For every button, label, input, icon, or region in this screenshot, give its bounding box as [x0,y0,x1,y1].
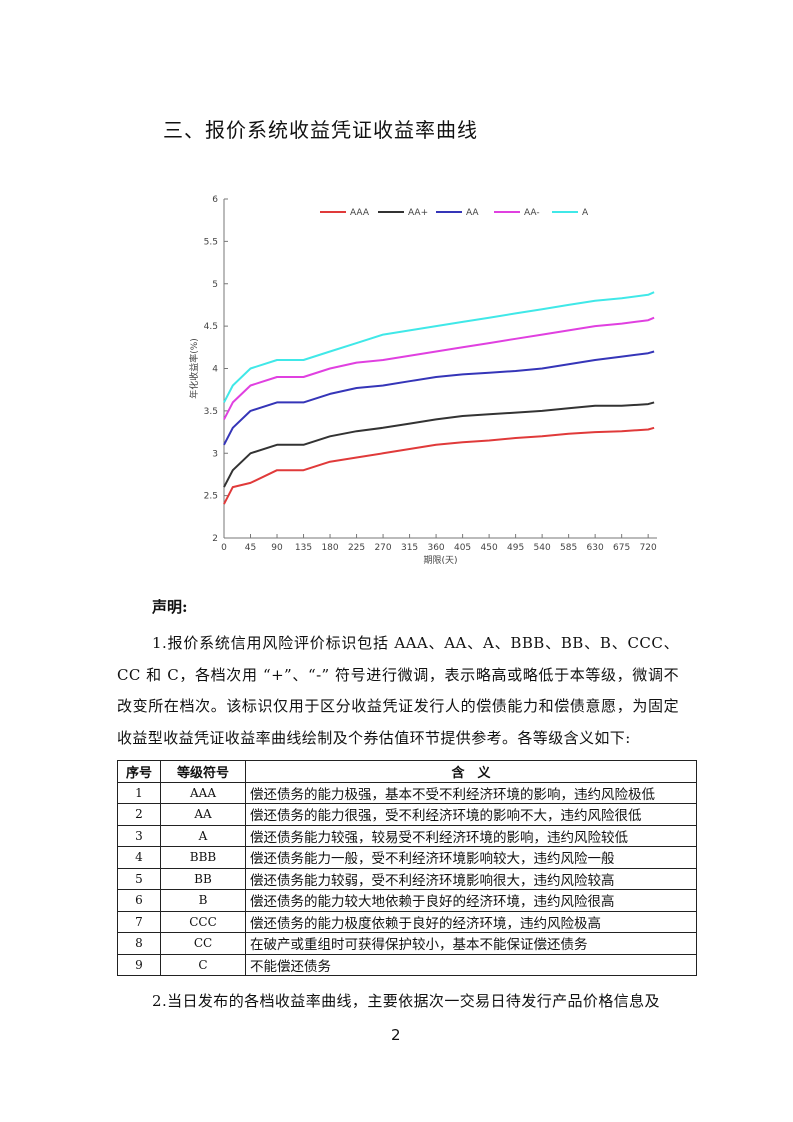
legend-label: AA [466,208,479,218]
table-row: 6 B 偿还债务的能力较大地依赖于良好的经济环境，违约风险很高 [117,889,697,912]
table-cell: 偿还债务的能力极强，基本不受不利经济环境的影响，违约风险极低 [245,781,697,804]
x-tick-label: 180 [321,543,338,553]
table-cell: BBB [160,846,246,869]
header-cell: 等级符号 [160,760,246,783]
x-tick-label: 225 [348,543,365,553]
x-tick-label: 675 [613,543,630,553]
x-tick-label: 630 [587,543,604,553]
x-tick-label: 270 [374,543,391,553]
declaration-title: 声明: [152,598,188,616]
table-cell: CC [160,932,246,955]
page-number: 2 [391,1026,401,1044]
y-tick-label: 2 [212,534,218,544]
table-cell: 偿还债务能力一般，受不利经济环境影响较大，违约风险一般 [245,846,697,869]
table-body: 1 AAA 偿还债务的能力极强，基本不受不利经济环境的影响，违约风险极低 2 AA 偿还债… [117,781,697,976]
table-row: 9 C 不能偿还债务 [117,953,697,976]
x-tick-label: 585 [560,543,577,553]
table-row: 8 CC 在破产或重组时可获得保护较小，基本不能保证偿还债务 [117,932,697,955]
table-cell: A [160,824,246,847]
x-tick-label: 0 [221,543,227,553]
y-tick-label: 3.5 [204,407,218,417]
table-cell: 8 [117,932,161,955]
legend-label: AA- [524,208,540,218]
x-tick-label: 720 [640,543,657,553]
y-tick-label: 5.5 [204,237,218,247]
x-axis-label: 期限(天) [423,555,457,566]
x-tick-label: 360 [427,543,444,553]
series-line [223,291,655,403]
table-row: 5 BB 偿还债务能力较弱，受不利经济环境影响很大，违约风险较高 [117,867,697,890]
header-cell: 序号 [117,760,161,783]
table-cell: 偿还债务的能力较大地依赖于良好的经济环境，违约风险很高 [245,889,697,912]
y-tick-label: 6 [212,195,218,205]
table-cell: 7 [117,910,161,933]
x-tick-label: 540 [534,543,551,553]
series-line [223,401,655,488]
table-cell: AAA [160,781,246,804]
table-cell: BB [160,867,246,890]
rating-table: 序号 等级符号含 义 1 AAA 偿还债务的能力极强，基本不受不利经济环境的影响，违约… [117,760,697,976]
x-tick-label: 405 [454,543,471,553]
table-row: 2 AA 偿还债务的能力很强，受不利经济环境的影响不大，违约风险很低 [117,803,697,826]
legend-label: A [582,208,589,218]
x-tick-label: 450 [481,543,498,553]
table-row: 4 BBB 偿还债务能力一般，受不利经济环境影响较大，违约风险一般 [117,846,697,869]
table-cell: 4 [117,846,161,869]
table-row: 1 AAA 偿还债务的能力极强，基本不受不利经济环境的影响，违约风险极低 [117,781,697,804]
y-tick-label: 4.5 [204,322,218,332]
y-tick-label: 2.5 [204,492,218,502]
x-tick-label: 135 [295,543,312,553]
paragraph: 2.当日发布的各档收益率曲线，主要依据次一交易日待发行产品价格信息及 [152,992,660,1010]
heading: 三、报价系统收益凭证收益率曲线 [163,118,478,142]
x-tick-label: 90 [271,543,283,553]
series-line [223,350,655,446]
table-cell: B [160,889,246,912]
table-cell: 9 [117,953,161,976]
y-tick-label: 3 [212,449,218,459]
x-tick-label: 315 [401,543,418,553]
chart: 2 2.5 3 3.5 4 4.5 5 5.5 6 0 45 90 135 180 225 270 315 360… [188,195,657,566]
table-cell: C [160,953,246,976]
series-line [223,426,655,505]
y-tick-label: 4 [212,365,218,375]
table-cell: 偿还债务能力较弱，受不利经济环境影响很大，违约风险较高 [245,867,697,890]
table-cell: 6 [117,889,161,912]
table-cell: 1 [117,781,161,804]
table-cell: AA [160,803,246,826]
table-cell: CCC [160,910,246,933]
series-line [223,316,655,420]
table-cell: 偿还债务的能力极度依赖于良好的经济环境，违约风险极高 [245,910,697,933]
header-cell: 含 义 [245,760,697,783]
x-tick-label: 45 [245,543,256,553]
y-axis-label: 年化收益率(%) [188,338,200,399]
paragraph: 1.报价系统信用风险评价标识包括 AAA、AA、A、BBB、BB、B、CCC、C… [117,634,679,747]
y-tick-label: 5 [212,280,218,290]
table-cell: 偿还债务能力较强，较易受不利经济环境的影响，违约风险较低 [245,824,697,847]
table-row: 7 CCC 偿还债务的能力极度依赖于良好的经济环境，违约风险极高 [117,910,697,933]
table-cell: 在破产或重组时可获得保护较小，基本不能保证偿还债务 [245,932,697,955]
table-cell: 不能偿还债务 [245,953,697,976]
table-row: 3 A 偿还债务能力较强，较易受不利经济环境的影响，违约风险较低 [117,824,697,847]
table-cell: 3 [117,824,161,847]
table-header: 序号 等级符号含 义 [117,760,697,783]
legend-label: AA+ [408,208,428,218]
legend-label: AAA [350,208,370,218]
table-cell: 2 [117,803,161,826]
table-cell: 5 [117,867,161,890]
table-cell: 偿还债务的能力很强，受不利经济环境的影响不大，违约风险很低 [245,803,697,826]
x-tick-label: 495 [507,543,524,553]
